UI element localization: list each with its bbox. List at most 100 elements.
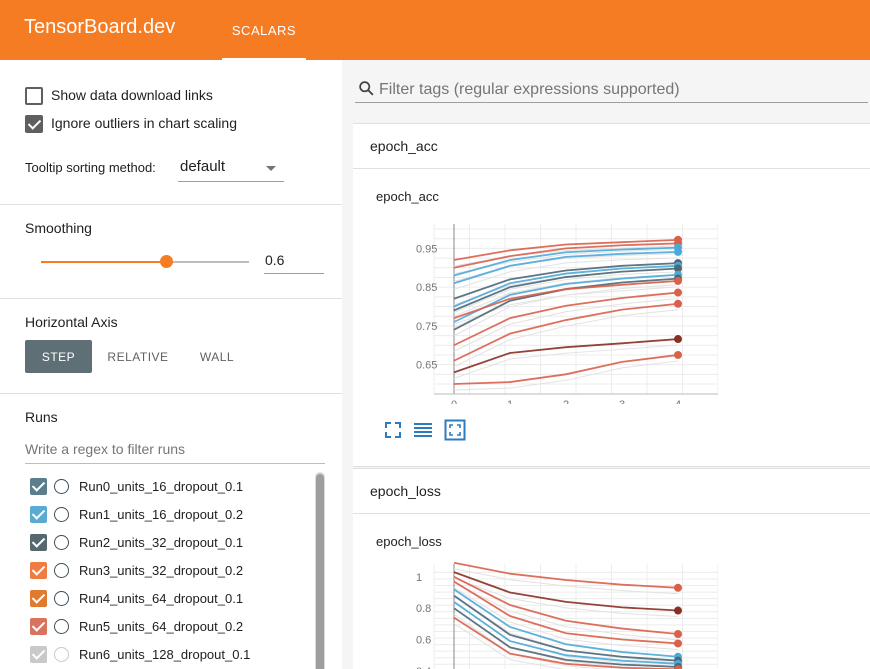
ignore-outliers-checkbox[interactable]	[25, 115, 43, 133]
series-line	[453, 250, 679, 285]
run-row[interactable]: Run6_units_128_dropout_0.1	[28, 642, 318, 669]
series-line	[453, 594, 679, 662]
series-end-point	[674, 276, 682, 285]
run-color-circle[interactable]	[54, 507, 69, 522]
x-tick-label: 0	[451, 399, 457, 404]
tooltip-sorting-value: default	[180, 158, 226, 175]
divider	[0, 393, 342, 394]
run-row[interactable]: Run5_units_64_dropout_0.2	[28, 614, 318, 642]
smoothing-value-input[interactable]: 0.6	[264, 248, 324, 274]
epoch-loss-chart[interactable]: 1 0.8 0.6 0.4	[378, 559, 718, 669]
series-line	[453, 601, 679, 665]
tab-scalars[interactable]: SCALARS	[222, 0, 306, 60]
series-line	[453, 238, 679, 261]
tag-group-title: epoch_acc	[370, 138, 438, 154]
y-tick-label: 0.6	[416, 635, 431, 647]
horizontal-axis-label: Horizontal Axis	[25, 314, 118, 330]
tab-scalars-label: SCALARS	[231, 22, 297, 38]
series-line	[453, 571, 679, 612]
run-color-circle[interactable]	[54, 563, 69, 578]
raw-series-line	[453, 582, 679, 641]
card-title: epoch_loss	[376, 534, 442, 549]
chevron-down-icon	[266, 166, 276, 171]
run-row[interactable]: Run0_units_16_dropout_0.1	[28, 474, 318, 502]
run-color-circle[interactable]	[54, 591, 69, 606]
app-brand[interactable]: TensorBoard.dev	[24, 16, 176, 38]
run-row[interactable]: Run3_units_32_dropout_0.2	[28, 558, 318, 586]
run-checkbox[interactable]	[30, 506, 47, 523]
run-row[interactable]: Run4_units_64_dropout_0.1	[28, 586, 318, 614]
tag-group-epoch-acc[interactable]: epoch_acc	[353, 123, 870, 169]
run-color-circle[interactable]	[54, 535, 69, 550]
raw-series-line	[453, 568, 679, 595]
series-line	[453, 264, 679, 308]
x-tick-label: 4	[675, 399, 681, 404]
active-tab-indicator	[222, 58, 306, 60]
series-line	[453, 338, 679, 374]
raw-series-line	[453, 298, 679, 352]
series-end-point	[674, 583, 682, 592]
y-tick-label: 0.8	[416, 603, 431, 615]
show-download-links-checkbox[interactable]	[25, 87, 43, 105]
runs-regex-input[interactable]: Write a regex to filter runs	[25, 438, 325, 464]
run-checkbox[interactable]	[30, 590, 47, 607]
series-line	[453, 607, 679, 668]
y-tick-label: 0.65	[416, 360, 437, 372]
run-checkbox[interactable]	[30, 618, 47, 635]
raw-series-line	[453, 344, 679, 379]
tag-filter-placeholder: Filter tags (regular expressions support…	[379, 81, 680, 98]
raw-series-line	[453, 271, 679, 313]
x-tick-label: 1	[507, 399, 513, 404]
run-color-circle[interactable]	[54, 479, 69, 494]
series-end-point	[674, 264, 682, 273]
run-color-circle[interactable]	[54, 619, 69, 634]
run-row[interactable]: Run2_units_32_dropout_0.1	[28, 530, 318, 558]
y-tick-label: 1	[416, 572, 422, 584]
raw-series-line	[453, 257, 679, 290]
series-line	[453, 280, 679, 319]
fit-domain-icon[interactable]	[382, 419, 404, 441]
run-checkbox[interactable]	[30, 646, 47, 663]
series-line	[453, 616, 679, 669]
tag-filter-input[interactable]: Filter tags (regular expressions support…	[355, 76, 868, 103]
run-label: Run5_units_64_dropout_0.2	[79, 619, 244, 634]
y-tick-label: 0.75	[416, 321, 437, 333]
run-label: Run1_units_16_dropout_0.2	[79, 507, 244, 522]
tooltip-sorting-label: Tooltip sorting method:	[25, 160, 156, 175]
smoothing-label: Smoothing	[25, 220, 92, 236]
raw-series-line	[453, 613, 609, 669]
raw-series-line	[453, 577, 679, 618]
run-label: Run0_units_16_dropout_0.1	[79, 479, 244, 494]
toggle-log-scale-icon[interactable]	[412, 419, 434, 441]
sidebar: Show data download links Ignore outliers…	[0, 60, 342, 669]
axis-step-button[interactable]: STEP	[25, 340, 92, 373]
tooltip-sorting-select[interactable]: default	[178, 158, 284, 182]
series-line	[453, 262, 679, 300]
runs-scrollbar[interactable]	[315, 472, 325, 669]
smoothing-slider[interactable]	[41, 255, 249, 268]
series-end-point	[674, 299, 682, 308]
series-line	[453, 242, 679, 269]
run-color-circle[interactable]	[54, 647, 69, 662]
x-tick-label: 3	[619, 399, 625, 404]
smoothing-slider-fill	[41, 261, 166, 263]
epoch-acc-chart[interactable]: 0.95 0.85 0.75 0.65 0 1 2 3 4	[378, 214, 718, 404]
axis-relative-button[interactable]: RELATIVE	[107, 349, 169, 364]
series-line	[453, 580, 679, 645]
raw-series-line	[453, 309, 679, 368]
runs-scrollbar-thumb[interactable]	[316, 474, 324, 669]
run-checkbox[interactable]	[30, 478, 47, 495]
card-title: epoch_acc	[376, 189, 439, 204]
tag-group-epoch-loss[interactable]: epoch_loss	[353, 468, 870, 514]
run-label: Run2_units_32_dropout_0.1	[79, 535, 244, 550]
axis-wall-button[interactable]: WALL	[199, 349, 235, 364]
smoothing-slider-thumb[interactable]	[159, 255, 173, 268]
expand-icon[interactable]	[444, 419, 466, 441]
run-checkbox[interactable]	[30, 534, 47, 551]
divider	[0, 298, 342, 299]
run-row[interactable]: Run1_units_16_dropout_0.2	[28, 502, 318, 530]
series-end-point	[674, 350, 682, 359]
tag-group-title: epoch_loss	[370, 483, 441, 499]
run-checkbox[interactable]	[30, 562, 47, 579]
series-line	[453, 246, 679, 277]
